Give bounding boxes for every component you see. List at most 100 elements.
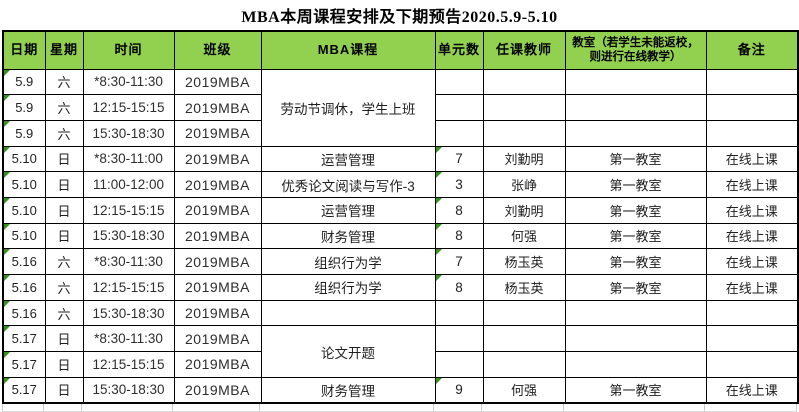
error-flag-triangle <box>4 121 10 127</box>
cell-date: 5.9 <box>2 68 46 96</box>
cell-course <box>260 299 436 327</box>
cell-teacher <box>482 299 566 327</box>
column-header-5: 单元数 <box>434 30 484 70</box>
cell-teacher: 刘勤明 <box>482 196 566 224</box>
error-flag-triangle <box>436 275 442 281</box>
cell-note <box>705 68 799 96</box>
gridline-segment <box>82 403 173 411</box>
cell-teacher: 张峥 <box>482 171 566 198</box>
gridline-segment <box>173 403 260 411</box>
cell-class: 2019MBA <box>173 222 262 250</box>
cell-room: 第一教室 <box>564 196 707 224</box>
table-row: 5.10 日 11:00-12:00 2019MBA 优秀论文阅读与写作-3 3 张峥 第一教… <box>2 171 799 198</box>
column-header-2: 时间 <box>82 30 175 70</box>
cell-note: 在线上课 <box>705 222 799 250</box>
cell-room: 第一教室 <box>564 222 707 250</box>
cell-note: 在线上课 <box>705 145 799 173</box>
cell-week: 六 <box>44 94 84 121</box>
gridline-segment <box>2 403 44 411</box>
cell-units <box>434 68 484 96</box>
cell-units: 8 <box>434 222 484 250</box>
cell-teacher: 杨玉英 <box>482 274 566 301</box>
cell-class: 2019MBA <box>173 171 262 198</box>
cell-units <box>434 94 484 121</box>
cell-units: 8 <box>434 274 484 301</box>
title-bar: MBA本周课程安排及下期预告2020.5.9-5.10 <box>0 0 799 30</box>
cell-time: 12:15-15:15 <box>82 94 175 121</box>
cell-room <box>564 351 707 378</box>
table-row: 5.9 六 15:30-18:30 2019MBA <box>2 119 799 147</box>
error-flag-triangle <box>436 378 442 384</box>
cell-time: *8:30-11:30 <box>82 68 175 96</box>
error-flag-triangle <box>436 147 442 153</box>
cell-course: 组织行为学 <box>260 274 436 301</box>
cell-units: 8 <box>434 196 484 224</box>
column-header-8: 备注 <box>705 30 799 70</box>
table-row: 5.9 六 *8:30-11:30 2019MBA 劳动节调休，学生上班 <box>2 68 799 147</box>
cell-date: 5.9 <box>2 119 46 147</box>
error-flag-triangle <box>436 172 442 179</box>
cell-time: *8:30-11:30 <box>82 325 175 353</box>
error-flag-triangle <box>4 198 10 204</box>
cell-time: 15:30-18:30 <box>82 119 175 147</box>
table-row: 5.10 日 12:15-15:15 2019MBA 运营管理 8 刘勤明 第一教室 在线上课 <box>2 196 799 224</box>
cell-date: 5.17 <box>2 376 46 404</box>
error-flag-triangle <box>4 378 10 384</box>
cell-teacher <box>482 68 566 96</box>
column-header-7: 教室（若学生未能返校，则进行在线教学） <box>564 30 707 70</box>
cell-note: 在线上课 <box>705 196 799 224</box>
cell-class: 2019MBA <box>173 248 262 275</box>
header-row: 日期 星期 时间 班级 MBA课程 单元数 任课教师 教室（若学生未能返校，则进行在线教学）备… <box>2 30 799 70</box>
cell-units <box>434 351 484 378</box>
column-header-1: 星期 <box>44 30 84 70</box>
gridline-segment <box>705 403 797 411</box>
gridline-segment <box>564 403 705 411</box>
cell-course: 财务管理 <box>260 376 436 404</box>
table-row: 5.10 日 15:30-18:30 2019MBA 财务管理 8 何强 第一教室 在线上课 <box>2 222 799 250</box>
cell-note <box>705 119 799 147</box>
cell-note <box>705 94 799 121</box>
cell-units <box>434 299 484 327</box>
error-flag-triangle <box>4 224 10 230</box>
cell-teacher <box>482 94 566 121</box>
cell-class: 2019MBA <box>173 299 262 327</box>
error-flag-triangle <box>436 249 442 256</box>
cell-date: 5.10 <box>2 171 46 198</box>
gridline-segment <box>434 403 482 411</box>
cell-date: 5.10 <box>2 196 46 224</box>
cell-teacher: 杨玉英 <box>482 248 566 275</box>
cell-date: 5.16 <box>2 299 46 327</box>
cell-week: 六 <box>44 274 84 301</box>
cell-teacher <box>482 325 566 353</box>
cell-class: 2019MBA <box>173 274 262 301</box>
column-header-6: 任课教师 <box>482 30 566 70</box>
table-row: 5.17 日 15:30-18:30 2019MBA 财务管理 9 何强 第一教室 在线上课 <box>2 376 799 404</box>
cell-course: 优秀论文阅读与写作-3 <box>260 171 436 198</box>
cell-room <box>564 68 707 96</box>
cell-class: 2019MBA <box>173 196 262 224</box>
cell-room: 第一教室 <box>564 274 707 301</box>
cell-units: 7 <box>434 145 484 173</box>
cell-teacher <box>482 119 566 147</box>
cell-note: 在线上课 <box>705 376 799 404</box>
cell-class: 2019MBA <box>173 325 262 353</box>
error-flag-triangle <box>436 198 442 204</box>
partial-next-row <box>2 403 797 412</box>
table-row: 5.16 六 15:30-18:30 2019MBA <box>2 299 799 327</box>
cell-class: 2019MBA <box>173 119 262 147</box>
cell-course: 组织行为学 <box>260 248 436 275</box>
cell-room: 第一教室 <box>564 171 707 198</box>
error-flag-triangle <box>4 301 10 307</box>
gridline-segment <box>260 403 434 411</box>
cell-room <box>564 299 707 327</box>
cell-week: 日 <box>44 325 84 353</box>
cell-date: 5.17 <box>2 351 46 378</box>
cell-week: 日 <box>44 351 84 378</box>
cell-teacher: 何强 <box>482 222 566 250</box>
table-row: 5.16 六 *8:30-11:30 2019MBA 组织行为学 7 杨玉英 第一教室 在线上课 <box>2 248 799 275</box>
gridline-segment <box>44 403 82 411</box>
cell-note: 在线上课 <box>705 171 799 198</box>
cell-room: 第一教室 <box>564 248 707 275</box>
cell-week: 日 <box>44 145 84 173</box>
